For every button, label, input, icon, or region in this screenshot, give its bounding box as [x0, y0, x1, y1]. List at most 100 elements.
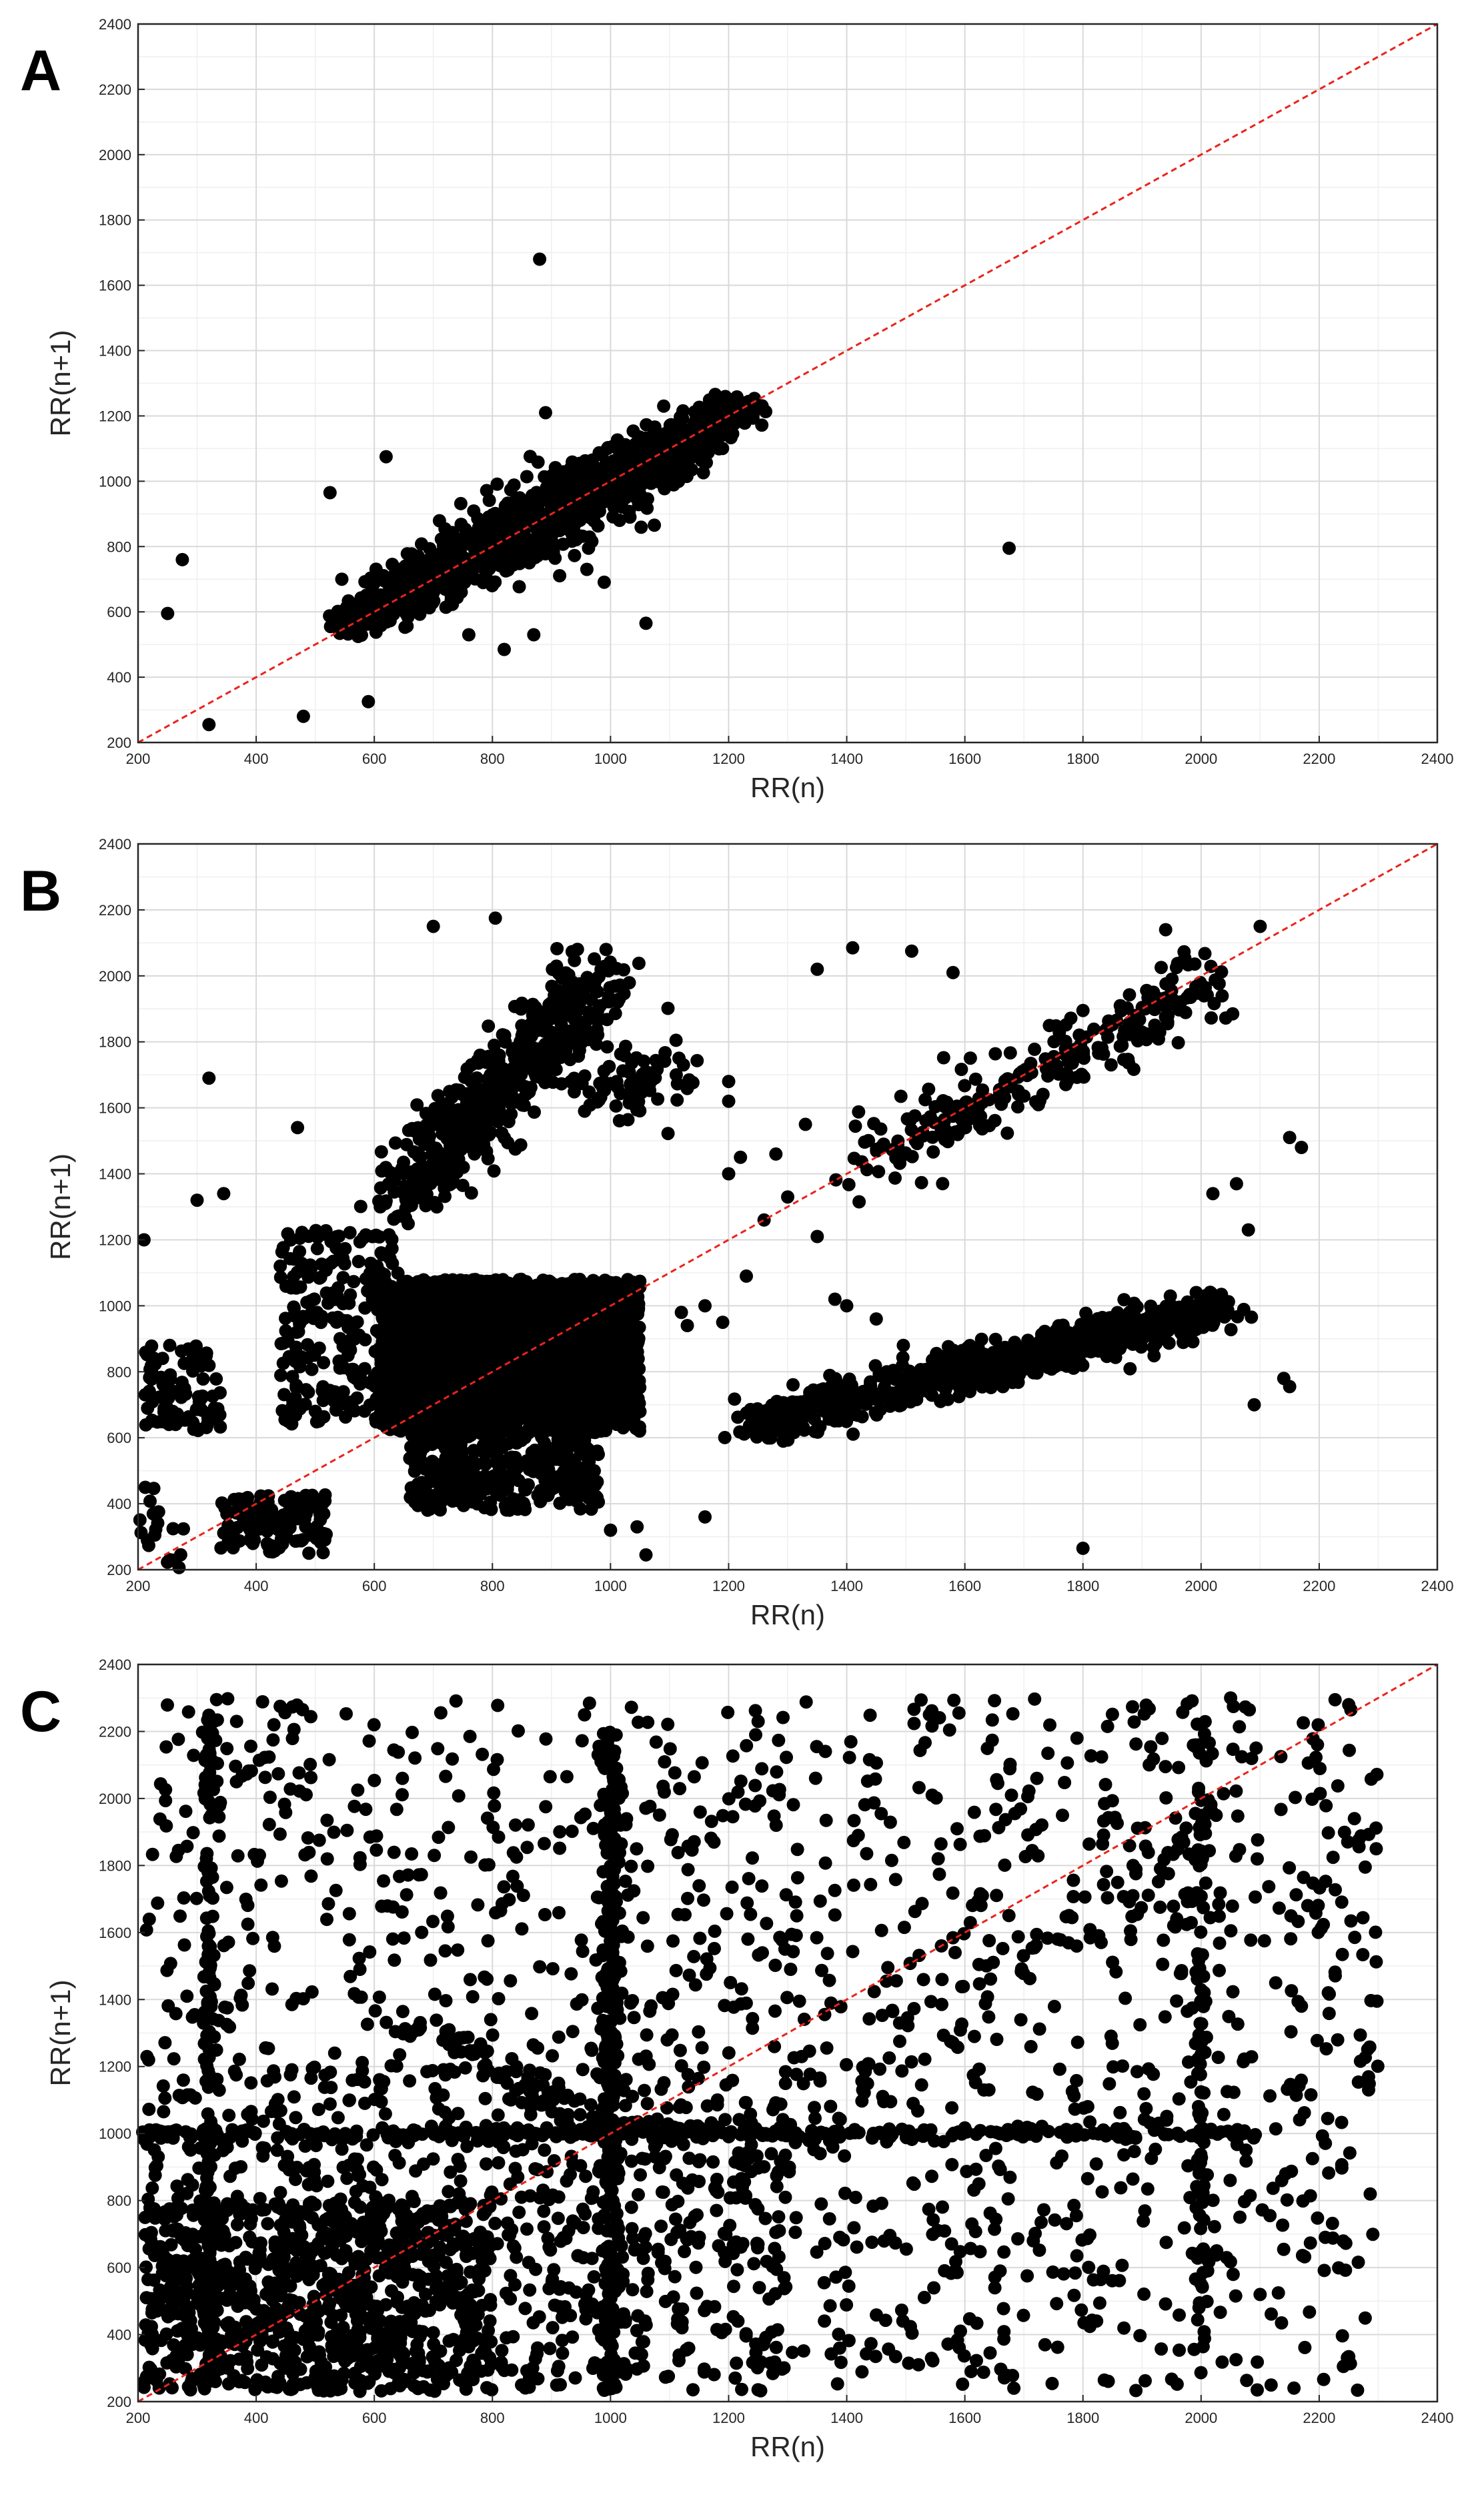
data-point: [500, 1404, 514, 1417]
data-point: [386, 1256, 400, 1270]
data-point: [436, 1475, 450, 1488]
data-point: [398, 620, 412, 634]
data-point: [284, 1281, 298, 1295]
y-tick-label: 1200: [99, 408, 131, 424]
data-point: [461, 1430, 475, 1444]
data-point: [338, 1241, 352, 1256]
data-point: [607, 500, 621, 514]
data-point: [454, 1273, 468, 1287]
data-point: [475, 574, 489, 588]
data-point: [481, 1384, 495, 1398]
data-point: [382, 1228, 396, 1241]
y-tick-label: 2200: [99, 81, 131, 98]
data-point: [278, 1412, 292, 1426]
data-point: [522, 556, 536, 570]
data-point: [353, 1235, 367, 1249]
data-point: [555, 1468, 569, 1482]
data-point: [534, 1372, 548, 1386]
data-point: [347, 1275, 361, 1289]
data-point: [562, 1492, 576, 1506]
data-point: [392, 1209, 406, 1223]
data-point: [347, 1404, 361, 1418]
data-point: [598, 1395, 612, 1409]
data-point: [539, 406, 552, 420]
data-point: [353, 1374, 367, 1388]
data-point: [533, 252, 547, 266]
data-point: [504, 483, 518, 497]
data-point: [276, 1336, 290, 1350]
data-point: [661, 1001, 675, 1015]
data-point: [378, 596, 392, 610]
x-tick-label: 1800: [1066, 751, 1099, 767]
data-point: [202, 718, 216, 732]
data-point: [324, 1235, 338, 1249]
x-tick-label: 2000: [1185, 751, 1217, 767]
data-point: [527, 628, 541, 642]
data-point: [493, 558, 507, 572]
y-tick-label: 1000: [99, 473, 131, 490]
data-point: [361, 694, 376, 708]
data-point: [298, 1398, 312, 1411]
data-point: [503, 1308, 517, 1322]
data-point: [296, 709, 310, 723]
data-point: [410, 1320, 424, 1334]
data-point: [432, 1422, 446, 1436]
data-point: [353, 1199, 367, 1213]
data-point: [400, 1408, 414, 1422]
data-point: [450, 590, 464, 604]
x-tick-label: 1200: [712, 751, 745, 767]
data-point: [416, 1346, 430, 1360]
y-tick-label: 1800: [99, 212, 131, 229]
data-point: [548, 1366, 562, 1380]
data-point: [581, 1338, 594, 1352]
data-point: [599, 1313, 613, 1327]
data-point: [583, 1474, 597, 1488]
data-point: [534, 1041, 548, 1055]
data-point: [484, 1363, 498, 1377]
data-point: [523, 1303, 537, 1317]
data-point: [571, 1298, 585, 1312]
data-point: [330, 1288, 344, 1302]
data-point: [521, 1051, 535, 1065]
data-point: [323, 486, 337, 500]
x-tick-label: 200: [126, 751, 151, 767]
data-point: [520, 1366, 534, 1379]
x-tick-label: 1400: [830, 751, 863, 767]
data-point: [390, 562, 404, 576]
data-point: [546, 1397, 560, 1411]
data-point: [414, 1445, 428, 1459]
data-point: [368, 1344, 382, 1358]
data-point: [293, 1245, 307, 1259]
data-point: [657, 399, 671, 413]
data-point: [550, 942, 564, 955]
data-point: [513, 527, 527, 541]
data-point: [650, 464, 664, 478]
data-point: [479, 1350, 493, 1364]
data-point: [568, 1310, 582, 1324]
data-point: [289, 1380, 303, 1394]
data-point: [574, 469, 588, 483]
data-point: [512, 580, 526, 594]
data-point: [688, 422, 702, 436]
data-point: [487, 1164, 501, 1178]
data-point: [350, 1391, 364, 1405]
data-point: [538, 1463, 552, 1477]
data-point: [313, 1270, 327, 1284]
data-point: [484, 1495, 498, 1509]
data-point: [323, 1384, 337, 1398]
data-point: [586, 453, 600, 467]
data-point: [405, 547, 419, 561]
data-point: [623, 1399, 637, 1413]
data-point: [648, 518, 662, 532]
data-point: [304, 1306, 318, 1320]
data-point: [367, 610, 381, 624]
data-point: [480, 1434, 494, 1448]
data-point: [423, 1466, 437, 1480]
x-tick-label: 800: [480, 751, 505, 767]
data-point: [553, 569, 567, 582]
data-point: [535, 1430, 549, 1444]
data-point: [378, 1284, 392, 1298]
data-point: [448, 569, 462, 583]
data-point: [528, 1450, 542, 1464]
data-point: [510, 1338, 524, 1352]
